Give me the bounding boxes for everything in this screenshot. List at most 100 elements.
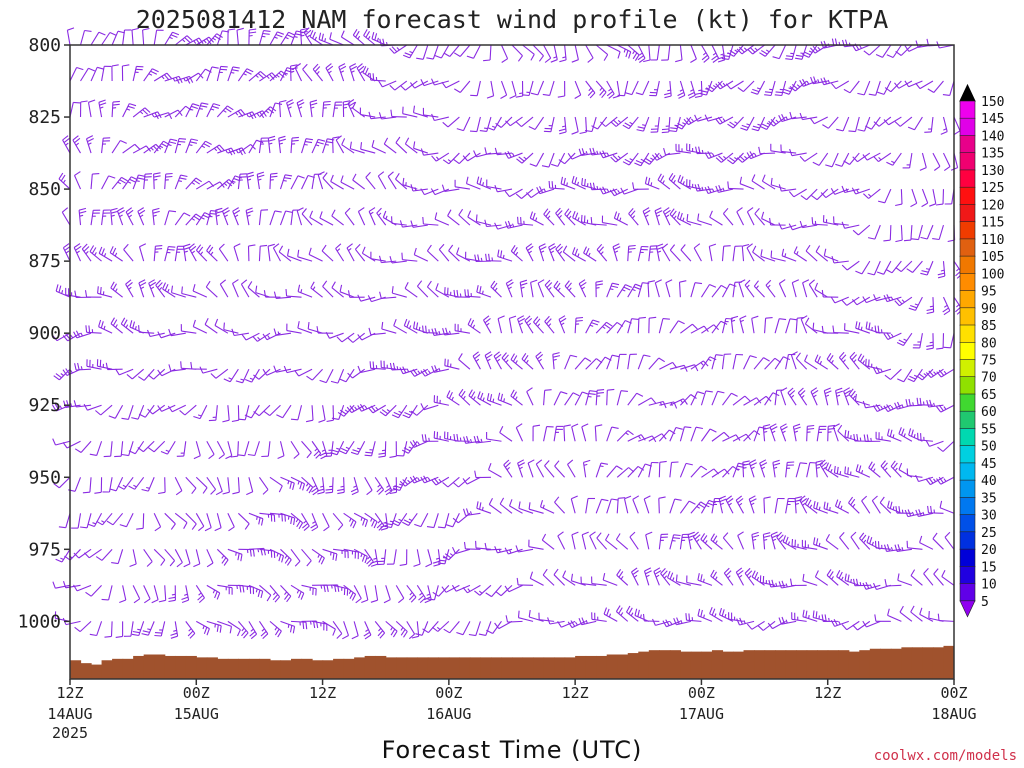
barb-half-feather xyxy=(328,70,332,74)
barb-half-feather xyxy=(268,142,273,145)
barb-feather xyxy=(771,579,775,587)
barb-feather xyxy=(133,598,141,604)
barb-feather xyxy=(206,244,212,252)
barb-feather xyxy=(635,283,642,288)
barb-feather xyxy=(245,207,253,211)
wind-barb xyxy=(762,424,771,442)
barb-feather xyxy=(595,280,603,283)
wind-barb xyxy=(351,621,359,640)
barb-feather xyxy=(746,243,753,249)
barb-staff xyxy=(771,184,786,190)
barb-staff xyxy=(174,105,186,118)
wind-barb xyxy=(90,31,106,46)
barb-half-feather xyxy=(640,158,645,162)
wind-barb xyxy=(830,296,849,304)
wind-barb xyxy=(283,365,302,374)
barb-staff xyxy=(723,572,734,586)
barb-feather xyxy=(465,508,470,516)
barb-feather xyxy=(98,319,102,327)
barb-staff xyxy=(690,282,696,298)
barb-staff xyxy=(185,549,191,564)
barb-half-feather xyxy=(234,214,239,218)
barb-feather xyxy=(88,67,96,72)
wind-barb xyxy=(110,317,123,334)
wind-barb xyxy=(799,220,818,229)
wind-barb xyxy=(290,136,299,154)
barb-feather xyxy=(83,403,88,411)
barb-half-feather xyxy=(817,46,821,51)
barb-feather xyxy=(825,462,830,470)
barb-half-feather xyxy=(650,182,653,186)
barb-feather xyxy=(700,501,707,507)
barb-staff xyxy=(802,282,808,298)
barb-feather xyxy=(253,411,260,417)
barb-staff xyxy=(188,247,197,262)
barb-feather xyxy=(296,520,301,528)
barb-staff xyxy=(267,246,271,262)
barb-staff xyxy=(353,585,362,599)
barb-feather xyxy=(186,77,191,84)
barb-feather xyxy=(749,498,757,503)
wind-barb xyxy=(247,441,260,457)
barb-feather xyxy=(581,423,589,428)
wind-barb xyxy=(181,286,197,298)
barb-feather xyxy=(709,243,717,247)
barb-staff xyxy=(760,152,776,155)
barb-staff xyxy=(778,44,787,59)
wind-barb xyxy=(456,116,471,132)
barb-feather xyxy=(721,57,729,60)
wind-barb xyxy=(280,476,295,491)
barb-feather xyxy=(257,174,265,178)
wind-barb xyxy=(744,567,755,586)
barb-staff xyxy=(423,152,439,156)
barb-feather xyxy=(383,599,391,604)
barb-half-feather xyxy=(336,447,340,450)
wind-barb xyxy=(433,395,449,406)
barb-feather xyxy=(410,410,418,416)
barb-feather xyxy=(79,210,87,214)
wind-barb xyxy=(318,32,334,46)
wind-barb xyxy=(658,460,667,478)
barb-staff xyxy=(693,247,702,262)
barb-feather xyxy=(521,352,527,360)
wind-barb xyxy=(426,280,439,298)
barb-feather xyxy=(99,102,107,106)
barb-feather xyxy=(125,207,133,213)
barb-staff xyxy=(406,621,416,635)
barb-feather xyxy=(456,289,459,297)
wind-barb xyxy=(338,63,347,82)
barb-feather xyxy=(208,453,215,460)
barb-feather xyxy=(273,328,277,336)
wind-barb xyxy=(606,426,619,442)
barb-half-feather xyxy=(738,502,743,506)
barb-feather xyxy=(623,286,631,291)
barb-half-feather xyxy=(701,149,704,154)
barb-feather xyxy=(645,157,652,163)
barb-half-feather xyxy=(191,181,196,185)
barb-feather xyxy=(765,317,773,319)
barb-feather xyxy=(815,245,821,252)
wind-barb xyxy=(515,81,524,98)
ground-segment xyxy=(322,660,334,679)
barb-feather xyxy=(63,243,70,249)
wind-barb xyxy=(663,147,681,156)
barb-feather xyxy=(437,526,446,529)
chart-title: 2025081412 NAM forecast wind profile (kt… xyxy=(136,5,889,34)
barb-half-feather xyxy=(261,628,265,632)
barb-half-feather xyxy=(306,34,311,38)
wind-barb xyxy=(361,585,369,604)
wind-barb xyxy=(700,390,713,406)
wind-barb xyxy=(727,116,744,129)
barb-feather xyxy=(606,90,614,97)
barb-feather xyxy=(384,525,392,529)
barb-staff xyxy=(383,143,397,154)
ground-segment xyxy=(575,655,587,679)
wind-barb xyxy=(246,171,255,190)
barb-feather xyxy=(570,354,578,358)
barb-feather xyxy=(754,208,760,215)
barb-staff xyxy=(219,283,229,298)
barb-staff xyxy=(357,440,366,455)
barb-feather xyxy=(144,173,153,175)
barb-feather xyxy=(273,291,277,299)
barb-feather xyxy=(166,72,172,79)
